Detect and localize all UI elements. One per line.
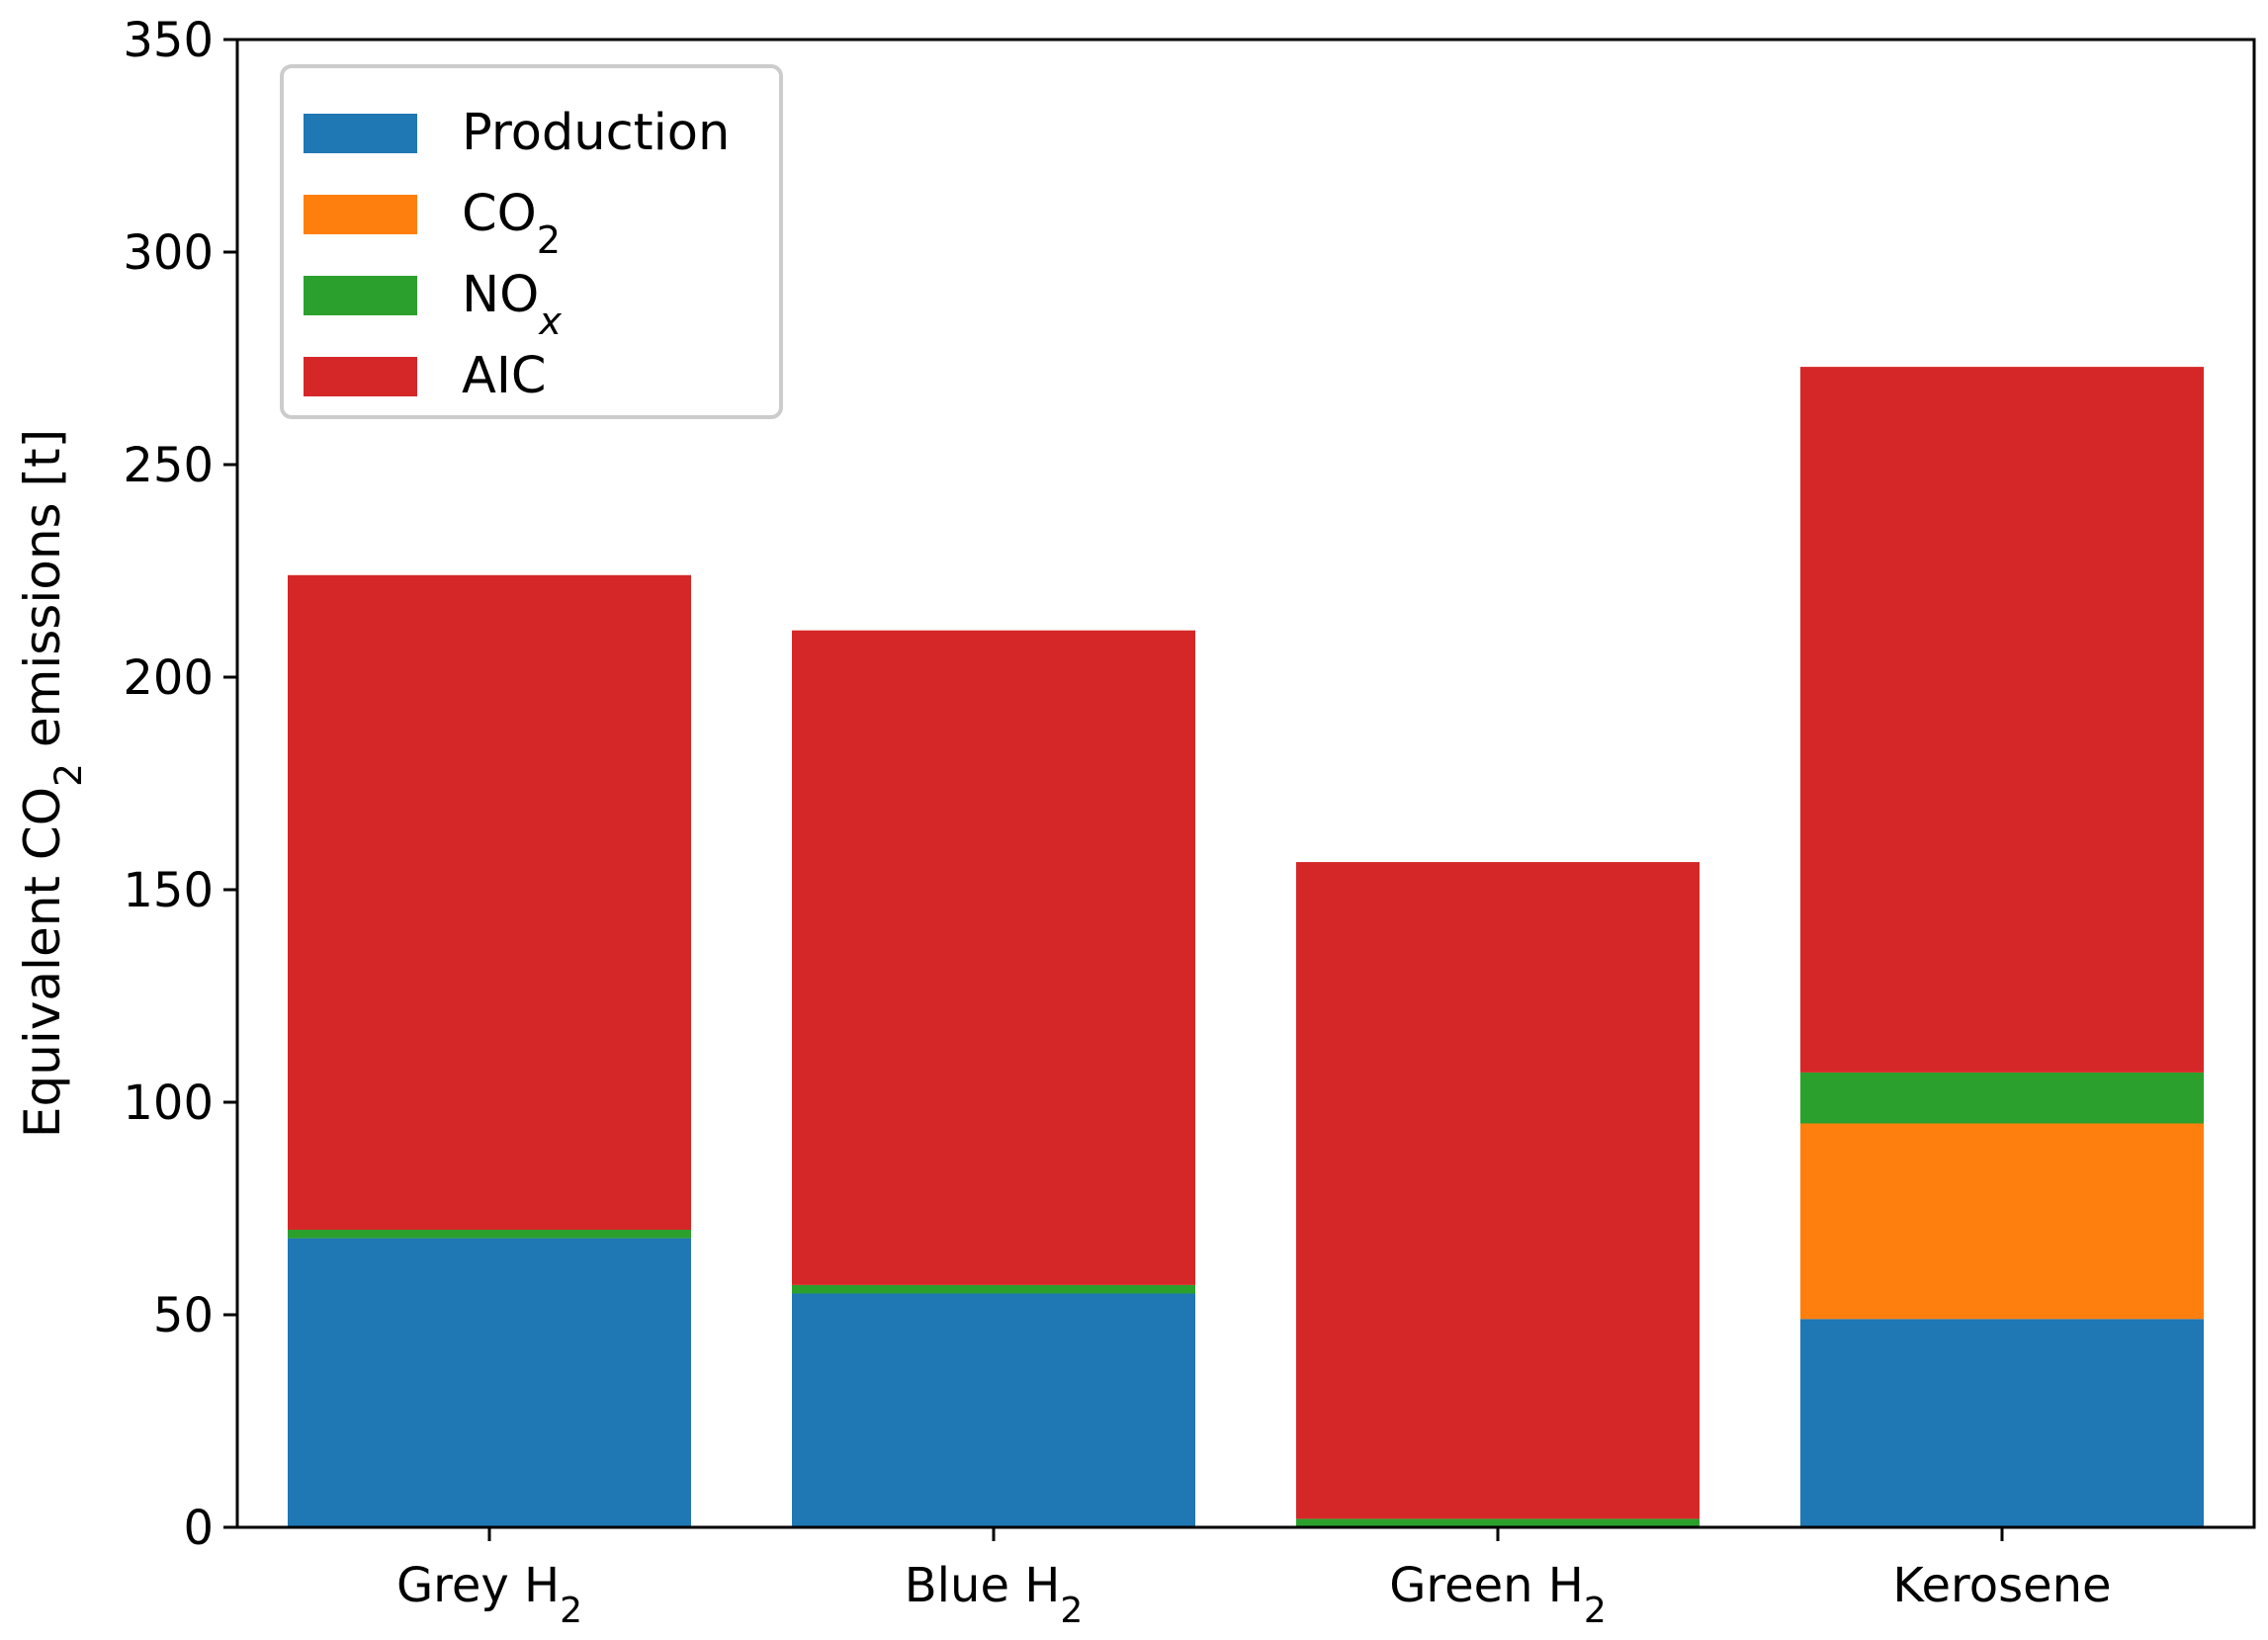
bar-aic-3 <box>1800 367 2204 1073</box>
y-axis-label-text: Equivalent CO <box>14 787 71 1138</box>
legend-label-co2-subscript: 2 <box>537 218 561 263</box>
legend-swatch-aic <box>304 357 417 396</box>
y-axis-label-subscript: 2 <box>46 763 90 787</box>
y-tick-label-0: 0 <box>183 1501 214 1556</box>
legend-label-production: Production <box>462 104 730 162</box>
bars-layer <box>288 367 2204 1527</box>
legend-label-nox-subscript: x <box>538 300 562 344</box>
bar-production-1 <box>792 1293 1195 1527</box>
legend-label-aic-text: AIC <box>462 347 547 405</box>
y-tick-label-5: 250 <box>123 438 214 493</box>
legend-label-co2-text: CO <box>462 185 537 243</box>
bar-nox-2 <box>1296 1518 1700 1527</box>
y-tick-label-1: 50 <box>153 1288 214 1343</box>
legend-box <box>280 64 783 419</box>
x-tick-label-2: Green H2 <box>1389 1558 1607 1631</box>
bar-aic-0 <box>288 574 691 1230</box>
bar-nox-0 <box>288 1230 691 1239</box>
legend-label-production-text: Production <box>462 104 730 162</box>
x-tick-label-1-text: Blue H <box>905 1558 1061 1613</box>
bar-co2-3 <box>1800 1123 2204 1320</box>
legend-label-aic: AIC <box>462 347 547 405</box>
plot-frame <box>235 38 2256 1529</box>
bar-production-3 <box>1800 1319 2204 1527</box>
bar-nox-3 <box>1800 1072 2204 1124</box>
x-tick-label-0: Grey H2 <box>396 1558 582 1631</box>
x-tick-label-1: Blue H2 <box>905 1558 1083 1631</box>
x-tick-label-3: Kerosene <box>1892 1558 2111 1613</box>
axes-layer: Grey H2 Blue H2 Green H2 Kerosene0501001502… <box>14 13 2256 1631</box>
legend-swatch-nox <box>304 276 417 315</box>
x-tick-label-2-subscript: 2 <box>1584 1591 1607 1631</box>
x-tick-label-0-subscript: 2 <box>560 1591 582 1631</box>
legend-swatch-co2 <box>304 195 417 234</box>
bar-aic-2 <box>1296 862 1700 1519</box>
x-tick-label-3-text: Kerosene <box>1892 1558 2111 1613</box>
legend-label-nox-text: NO <box>462 266 539 324</box>
bar-aic-1 <box>792 630 1195 1285</box>
y-tick-label-3: 150 <box>123 863 214 918</box>
legend-label-co2: CO2 <box>462 185 561 263</box>
legend-label-nox: NOx <box>462 266 562 344</box>
x-tick-label-1-subscript: 2 <box>1060 1591 1083 1631</box>
y-tick-label-2: 100 <box>123 1076 214 1131</box>
legend-swatch-production <box>304 114 417 153</box>
y-tick-label-4: 200 <box>123 650 214 706</box>
y-tick-label-7: 350 <box>123 13 214 68</box>
bar-nox-1 <box>792 1284 1195 1294</box>
x-tick-label-0-text: Grey H <box>396 1558 560 1613</box>
y-tick-label-6: 300 <box>123 225 214 281</box>
bar-production-0 <box>288 1238 691 1527</box>
y-axis-label: Equivalent CO2 emissions [t] <box>14 429 90 1138</box>
x-tick-label-2-text: Green H <box>1389 1558 1584 1613</box>
y-axis-label-rest: emissions [t] <box>14 429 71 763</box>
